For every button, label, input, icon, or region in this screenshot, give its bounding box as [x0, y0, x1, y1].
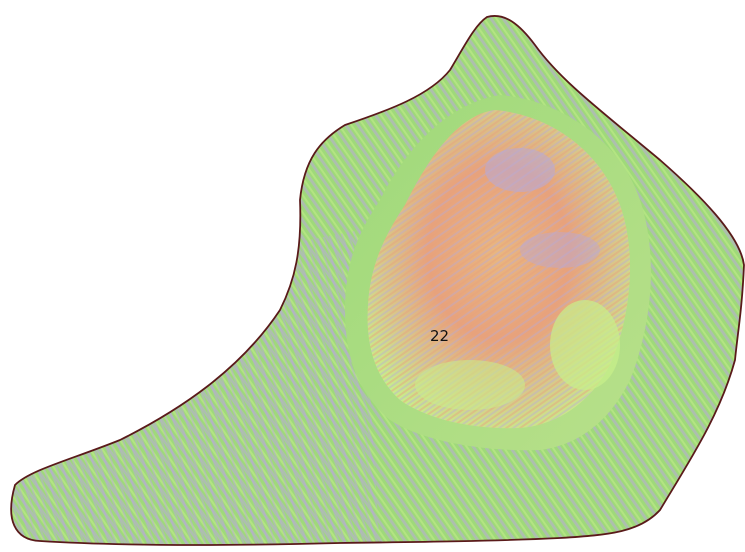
interior-lavender-patch-b — [520, 232, 600, 268]
terrain-ridges-b — [11, 230, 380, 546]
interior-lavender-patch-a — [485, 148, 555, 192]
parcel-number-label: 22 — [430, 327, 449, 345]
interior-green-patch-b — [415, 360, 525, 410]
interior-green-patch — [550, 300, 620, 390]
parcel-boundary[interactable] — [10, 15, 745, 546]
